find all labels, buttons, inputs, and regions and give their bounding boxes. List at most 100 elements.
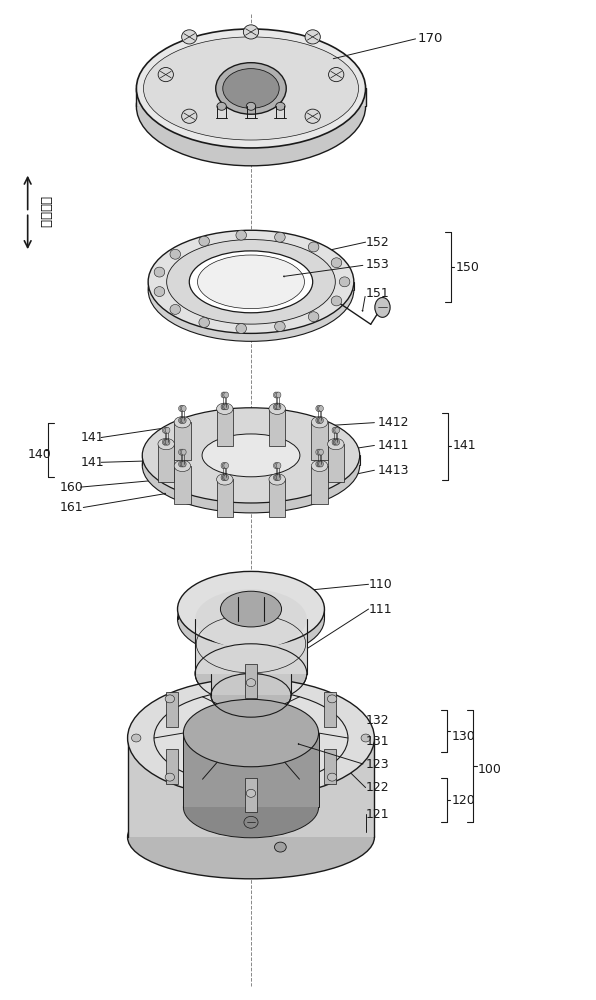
Polygon shape	[324, 692, 337, 727]
Polygon shape	[216, 479, 233, 517]
Ellipse shape	[221, 475, 226, 480]
Ellipse shape	[132, 734, 141, 742]
Polygon shape	[166, 692, 178, 727]
Text: 110: 110	[368, 578, 392, 591]
Polygon shape	[128, 738, 374, 837]
Ellipse shape	[333, 439, 338, 445]
Ellipse shape	[163, 439, 167, 445]
Polygon shape	[195, 619, 307, 674]
Text: 131: 131	[365, 735, 389, 748]
Ellipse shape	[317, 461, 322, 467]
Text: 160: 160	[60, 481, 84, 494]
Ellipse shape	[154, 690, 348, 786]
Ellipse shape	[316, 449, 321, 455]
Ellipse shape	[222, 392, 227, 398]
Text: 141: 141	[80, 431, 104, 444]
Ellipse shape	[165, 773, 175, 781]
Ellipse shape	[375, 298, 390, 317]
Text: 121: 121	[365, 808, 389, 821]
Ellipse shape	[142, 408, 360, 503]
Ellipse shape	[178, 571, 324, 647]
Ellipse shape	[243, 25, 259, 39]
Polygon shape	[311, 466, 328, 504]
Ellipse shape	[195, 589, 307, 649]
Ellipse shape	[275, 475, 280, 480]
Ellipse shape	[316, 461, 321, 467]
Ellipse shape	[319, 405, 324, 411]
Ellipse shape	[277, 463, 281, 469]
Ellipse shape	[223, 69, 279, 108]
Ellipse shape	[316, 417, 321, 423]
Ellipse shape	[277, 392, 281, 398]
Ellipse shape	[335, 439, 340, 445]
Ellipse shape	[275, 322, 285, 331]
Text: 151: 151	[365, 287, 389, 300]
Text: 140: 140	[27, 448, 51, 461]
Ellipse shape	[180, 417, 185, 423]
Polygon shape	[269, 479, 285, 517]
Text: 150: 150	[455, 261, 479, 274]
Polygon shape	[269, 409, 285, 446]
Ellipse shape	[332, 427, 337, 433]
Ellipse shape	[274, 392, 278, 398]
Ellipse shape	[167, 240, 336, 324]
Ellipse shape	[277, 404, 281, 410]
Ellipse shape	[221, 392, 226, 398]
Ellipse shape	[224, 404, 228, 410]
Ellipse shape	[180, 405, 185, 411]
Ellipse shape	[195, 644, 307, 703]
Ellipse shape	[184, 777, 319, 838]
Ellipse shape	[165, 439, 170, 445]
Ellipse shape	[180, 461, 185, 467]
Ellipse shape	[275, 392, 280, 398]
Ellipse shape	[170, 249, 181, 259]
Ellipse shape	[308, 312, 319, 322]
Ellipse shape	[181, 417, 186, 423]
Ellipse shape	[319, 461, 324, 467]
Ellipse shape	[128, 796, 374, 879]
Ellipse shape	[136, 29, 365, 148]
Text: 1411: 1411	[377, 439, 409, 452]
Ellipse shape	[199, 318, 209, 327]
Ellipse shape	[222, 463, 227, 469]
Ellipse shape	[178, 581, 324, 657]
Text: 111: 111	[368, 603, 392, 616]
Ellipse shape	[179, 449, 184, 455]
Ellipse shape	[275, 463, 280, 469]
Ellipse shape	[199, 236, 209, 246]
Ellipse shape	[332, 439, 337, 445]
Ellipse shape	[221, 591, 281, 627]
Text: 170: 170	[417, 32, 443, 45]
Ellipse shape	[154, 287, 164, 297]
Text: 153: 153	[365, 258, 389, 271]
Ellipse shape	[170, 304, 181, 314]
Polygon shape	[311, 422, 328, 460]
Ellipse shape	[148, 238, 354, 341]
Ellipse shape	[305, 30, 320, 44]
Text: 1412: 1412	[377, 416, 409, 429]
Ellipse shape	[319, 417, 324, 423]
Text: 1413: 1413	[377, 464, 409, 477]
Ellipse shape	[165, 695, 175, 703]
Ellipse shape	[221, 463, 226, 469]
Text: 141: 141	[80, 456, 104, 469]
Ellipse shape	[128, 678, 374, 798]
Text: 100: 100	[478, 763, 502, 776]
Ellipse shape	[136, 47, 365, 166]
Text: 152: 152	[365, 236, 389, 249]
Ellipse shape	[174, 460, 191, 472]
Polygon shape	[244, 778, 257, 812]
Ellipse shape	[163, 427, 167, 433]
Polygon shape	[328, 444, 344, 482]
Ellipse shape	[184, 699, 319, 767]
Ellipse shape	[181, 449, 186, 455]
Ellipse shape	[222, 404, 227, 410]
Ellipse shape	[275, 404, 280, 410]
Ellipse shape	[224, 392, 228, 398]
Ellipse shape	[308, 242, 319, 252]
Ellipse shape	[211, 674, 291, 717]
Ellipse shape	[197, 255, 305, 309]
Ellipse shape	[158, 67, 173, 82]
Ellipse shape	[165, 427, 170, 433]
Polygon shape	[184, 733, 319, 807]
